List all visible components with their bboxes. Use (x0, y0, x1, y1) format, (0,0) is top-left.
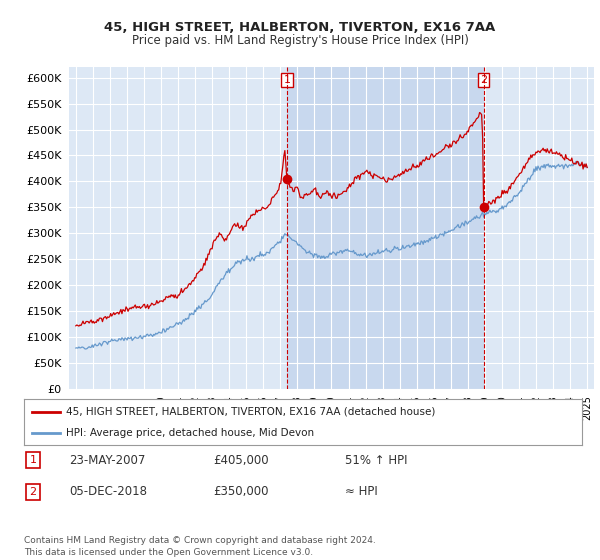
Text: Contains HM Land Registry data © Crown copyright and database right 2024.
This d: Contains HM Land Registry data © Crown c… (24, 536, 376, 557)
Text: 05-DEC-2018: 05-DEC-2018 (69, 485, 147, 498)
Text: 1: 1 (29, 455, 37, 465)
Text: 51% ↑ HPI: 51% ↑ HPI (345, 454, 407, 467)
Text: 23-MAY-2007: 23-MAY-2007 (69, 454, 145, 467)
Text: HPI: Average price, detached house, Mid Devon: HPI: Average price, detached house, Mid … (66, 428, 314, 438)
Bar (287, 67, 484, 389)
Text: 1: 1 (283, 75, 290, 85)
Text: £405,000: £405,000 (213, 454, 269, 467)
Text: ≈ HPI: ≈ HPI (345, 485, 378, 498)
Text: 45, HIGH STREET, HALBERTON, TIVERTON, EX16 7AA: 45, HIGH STREET, HALBERTON, TIVERTON, EX… (104, 21, 496, 34)
Text: 2: 2 (29, 487, 37, 497)
Text: 45, HIGH STREET, HALBERTON, TIVERTON, EX16 7AA (detached house): 45, HIGH STREET, HALBERTON, TIVERTON, EX… (66, 407, 435, 417)
Text: Price paid vs. HM Land Registry's House Price Index (HPI): Price paid vs. HM Land Registry's House … (131, 34, 469, 46)
Text: £350,000: £350,000 (213, 485, 269, 498)
Text: 2: 2 (480, 75, 487, 85)
